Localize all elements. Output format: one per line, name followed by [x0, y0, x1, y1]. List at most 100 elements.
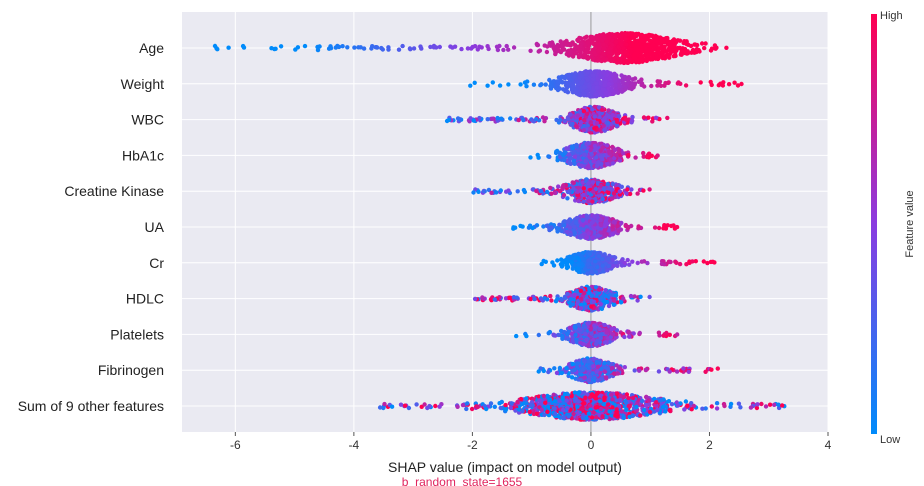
shap-point [569, 156, 573, 160]
shap-point [599, 184, 603, 188]
shap-point [642, 84, 646, 88]
shap-point [634, 47, 638, 51]
shap-point [684, 83, 688, 87]
shap-point [615, 56, 619, 60]
shap-point [577, 49, 581, 53]
shap-point [539, 82, 543, 86]
shap-point [601, 119, 605, 123]
shap-point [633, 155, 637, 159]
shap-point [721, 80, 725, 84]
shap-point [667, 80, 671, 84]
shap-point [601, 42, 605, 46]
shap-point [614, 40, 618, 44]
shap-point [601, 51, 605, 55]
shap-point [530, 226, 534, 230]
shap-point [571, 54, 575, 58]
shap-point [646, 53, 650, 57]
shap-point [600, 257, 604, 261]
shap-point [242, 45, 246, 49]
shap-point [618, 49, 622, 53]
shap-point [606, 257, 610, 261]
shap-point [613, 148, 617, 152]
shap-point [590, 235, 594, 239]
shap-point [568, 51, 572, 55]
shap-point [621, 151, 625, 155]
shap-point [615, 120, 619, 124]
shap-point [507, 296, 511, 300]
shap-point [594, 81, 598, 85]
shap-point [518, 82, 522, 86]
shap-point [611, 232, 615, 236]
shap-point [466, 46, 470, 50]
shap-point [592, 50, 596, 54]
shap-point [590, 199, 594, 203]
shap-point [559, 39, 563, 43]
shap-point [619, 42, 623, 46]
shap-point [528, 49, 532, 53]
shap-point [567, 189, 571, 193]
shap-point [585, 70, 589, 74]
shap-point [630, 260, 634, 264]
shap-point [591, 73, 595, 77]
shap-point [607, 149, 611, 153]
shap-point [602, 71, 606, 75]
shap-point [505, 44, 509, 48]
shap-point [676, 38, 680, 42]
shap-point [573, 155, 577, 159]
shap-point [226, 46, 230, 50]
shap-point [576, 39, 580, 43]
shap-point [501, 48, 505, 52]
shap-point [629, 294, 633, 298]
shap-point [572, 256, 576, 260]
shap-point [539, 189, 543, 193]
shap-point [647, 295, 651, 299]
shap-point [591, 220, 595, 224]
shap-point [491, 80, 495, 84]
shap-point [601, 145, 605, 149]
shap-point [659, 41, 663, 45]
shap-point [617, 148, 621, 152]
shap-point [629, 224, 633, 228]
shap-point [477, 45, 481, 49]
shap-point [559, 262, 563, 266]
shap-point [653, 225, 657, 229]
shap-point [625, 81, 629, 85]
shap-point [564, 146, 568, 150]
shap-point [612, 299, 616, 303]
shap-point [592, 126, 596, 130]
shap-point [499, 188, 503, 192]
shap-point [595, 121, 599, 125]
shap-point [589, 120, 593, 124]
shap-point [605, 162, 609, 166]
shap-point [606, 121, 610, 125]
shap-point [472, 118, 476, 122]
shap-point [709, 80, 713, 84]
shap-point [585, 78, 589, 82]
shap-point [607, 82, 611, 86]
shap-point [613, 84, 617, 88]
shap-point [601, 197, 605, 201]
shap-point [668, 260, 672, 264]
shap-point [447, 118, 451, 122]
shap-point [562, 223, 566, 227]
shap-point [546, 154, 550, 158]
shap-point [638, 58, 642, 62]
shap-point [582, 199, 586, 203]
shap-point [724, 46, 728, 50]
shap-point [279, 44, 283, 48]
shap-point [559, 229, 563, 233]
shap-point [582, 85, 586, 89]
shap-point [555, 297, 559, 301]
shap-point [574, 143, 578, 147]
shap-point [631, 85, 635, 89]
shap-point [660, 54, 664, 58]
shap-point [672, 37, 676, 41]
shap-point [627, 334, 631, 338]
shap-point [618, 189, 622, 193]
shap-point [629, 50, 633, 54]
shap-point [624, 42, 628, 46]
shap-point [626, 258, 630, 262]
shap-point [614, 293, 618, 297]
shap-point [626, 76, 630, 80]
